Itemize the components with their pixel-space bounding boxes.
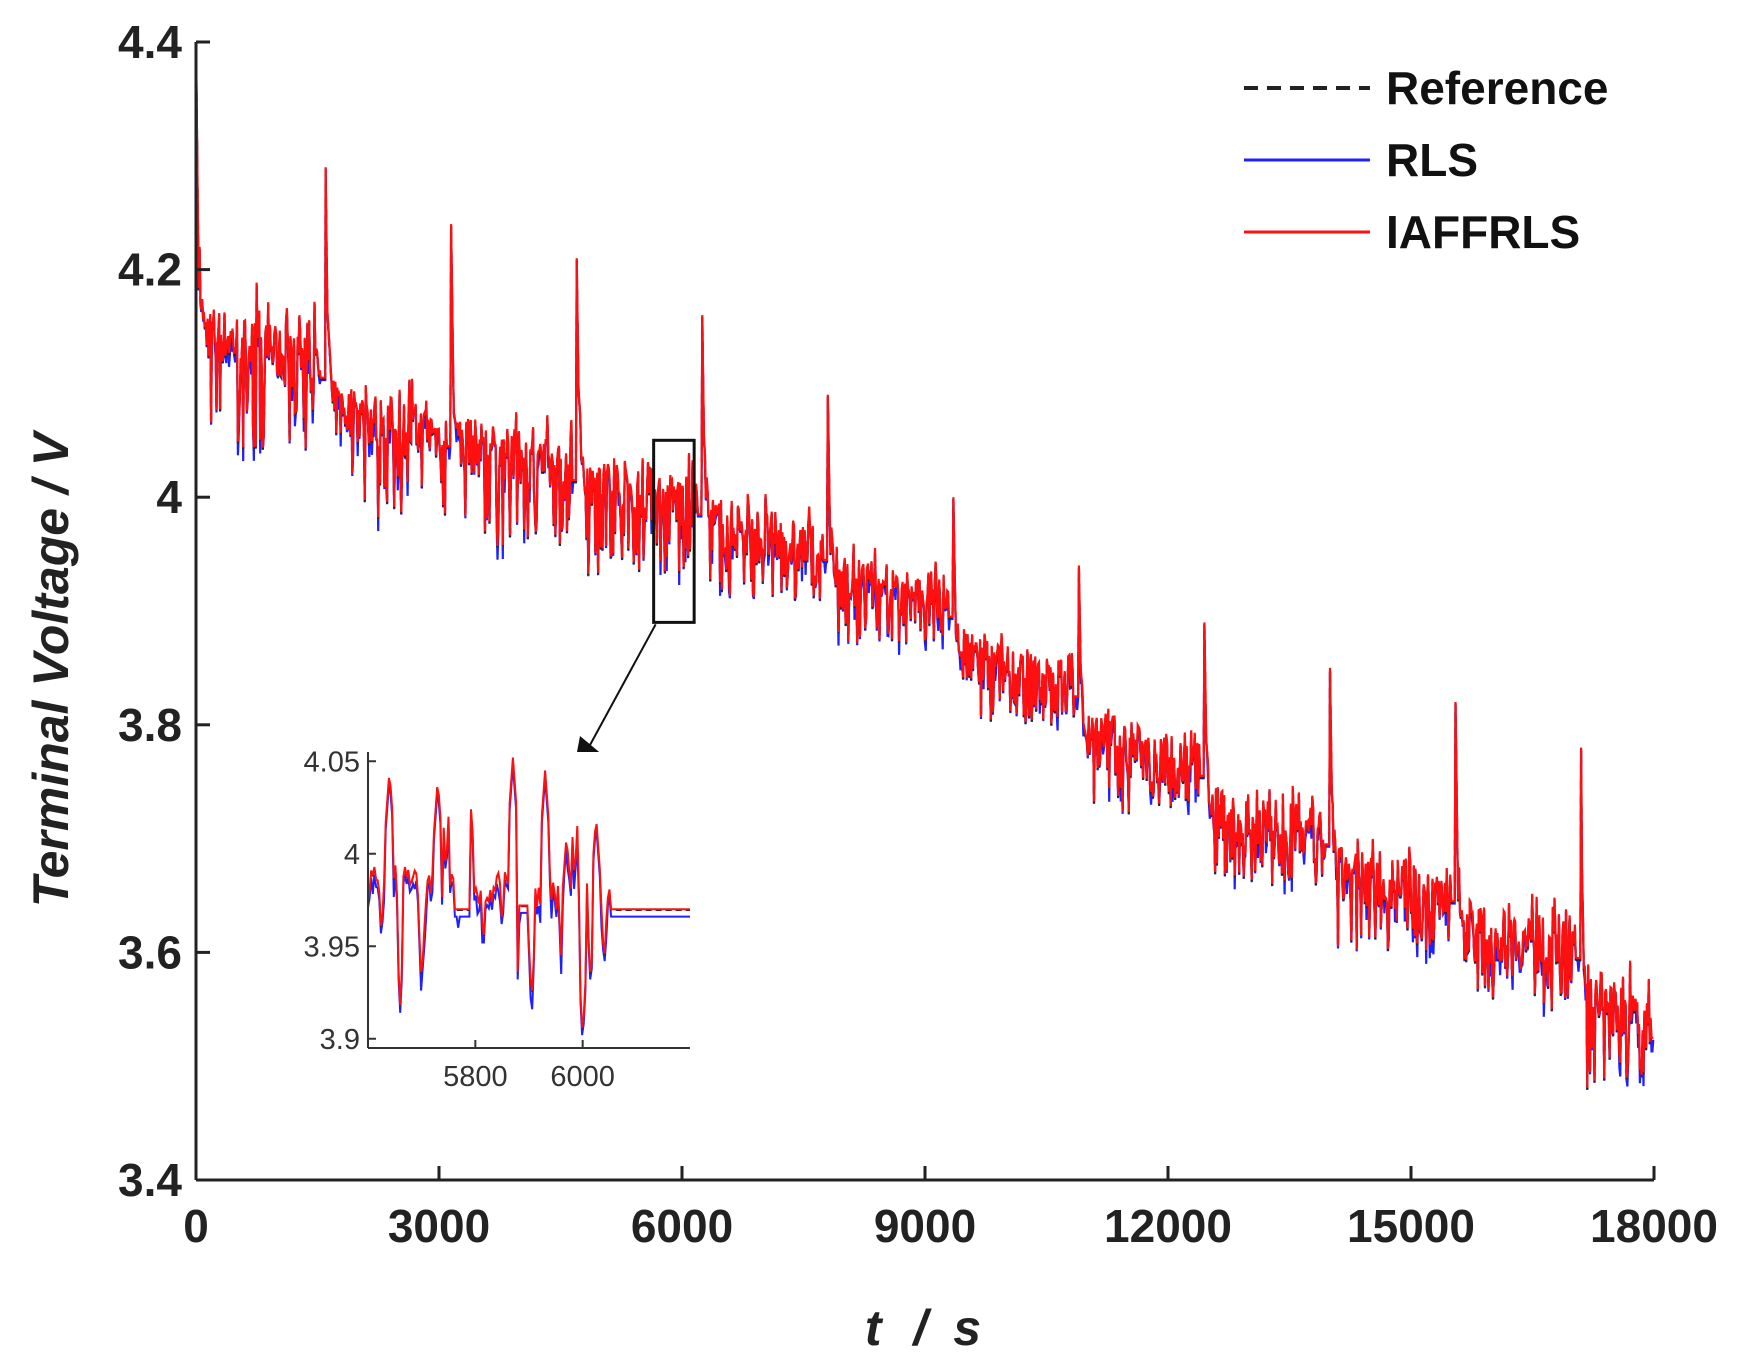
legend: Reference RLS IAFFRLS [1244, 62, 1608, 258]
x-axis-label-unit: s [953, 1300, 981, 1356]
inset-background [368, 752, 690, 1050]
legend-label-reference: Reference [1386, 62, 1608, 114]
inset-series-iaffrls-line [367, 757, 690, 1028]
legend-label-iaffrls: IAFFRLS [1386, 206, 1580, 258]
x-tick-label: 6000 [631, 1200, 733, 1252]
inset-x-tick-label: 5800 [443, 1061, 508, 1093]
y-tick-label: 3.4 [118, 1154, 182, 1206]
y-axis-label: Terminal Voltage / V [23, 429, 79, 907]
inset-y-tick-label: 3.9 [320, 1024, 360, 1056]
zoom-arrow-shaft [583, 623, 657, 757]
zoom-region-box [652, 438, 696, 624]
x-tick-label: 9000 [874, 1200, 976, 1252]
main-ticks: 0 3000 6000 9000 12000 15000 18000 3.4 3.6 3.8 4 4.… [118, 16, 1718, 1252]
x-axis-label-variable: t [865, 1300, 884, 1356]
inset-chart: 5800 6000 3.9 3.95 4 4.05 [304, 746, 690, 1093]
inset-x-tick-label: 6000 [550, 1061, 615, 1093]
legend-label-rls: RLS [1386, 134, 1478, 186]
inset-axes: 5800 6000 3.9 3.95 4 4.05 [304, 746, 690, 1093]
x-tick-label: 18000 [1590, 1200, 1718, 1252]
y-tick-label: 3.6 [118, 926, 182, 978]
series-iaffrls-line [194, 41, 1654, 1088]
y-tick-label: 4.4 [118, 16, 182, 68]
y-tick-label: 4 [156, 471, 182, 523]
x-tick-label: 0 [183, 1200, 209, 1252]
x-tick-label: 12000 [1104, 1200, 1232, 1252]
inset-y-tick-label: 3.95 [304, 931, 360, 963]
inset-y-tick-label: 4.05 [304, 746, 360, 778]
y-tick-label: 4.2 [118, 244, 182, 296]
y-tick-label: 3.8 [118, 699, 182, 751]
main-series-layer [194, 41, 1655, 1091]
inset-series-layer [367, 757, 690, 1036]
x-tick-label: 3000 [388, 1200, 490, 1252]
x-axis-label: t / s [865, 1300, 981, 1356]
inset-y-tick-label: 4 [344, 839, 360, 871]
x-axis-label-separator: / [911, 1300, 932, 1356]
x-tick-label: 15000 [1347, 1200, 1475, 1252]
